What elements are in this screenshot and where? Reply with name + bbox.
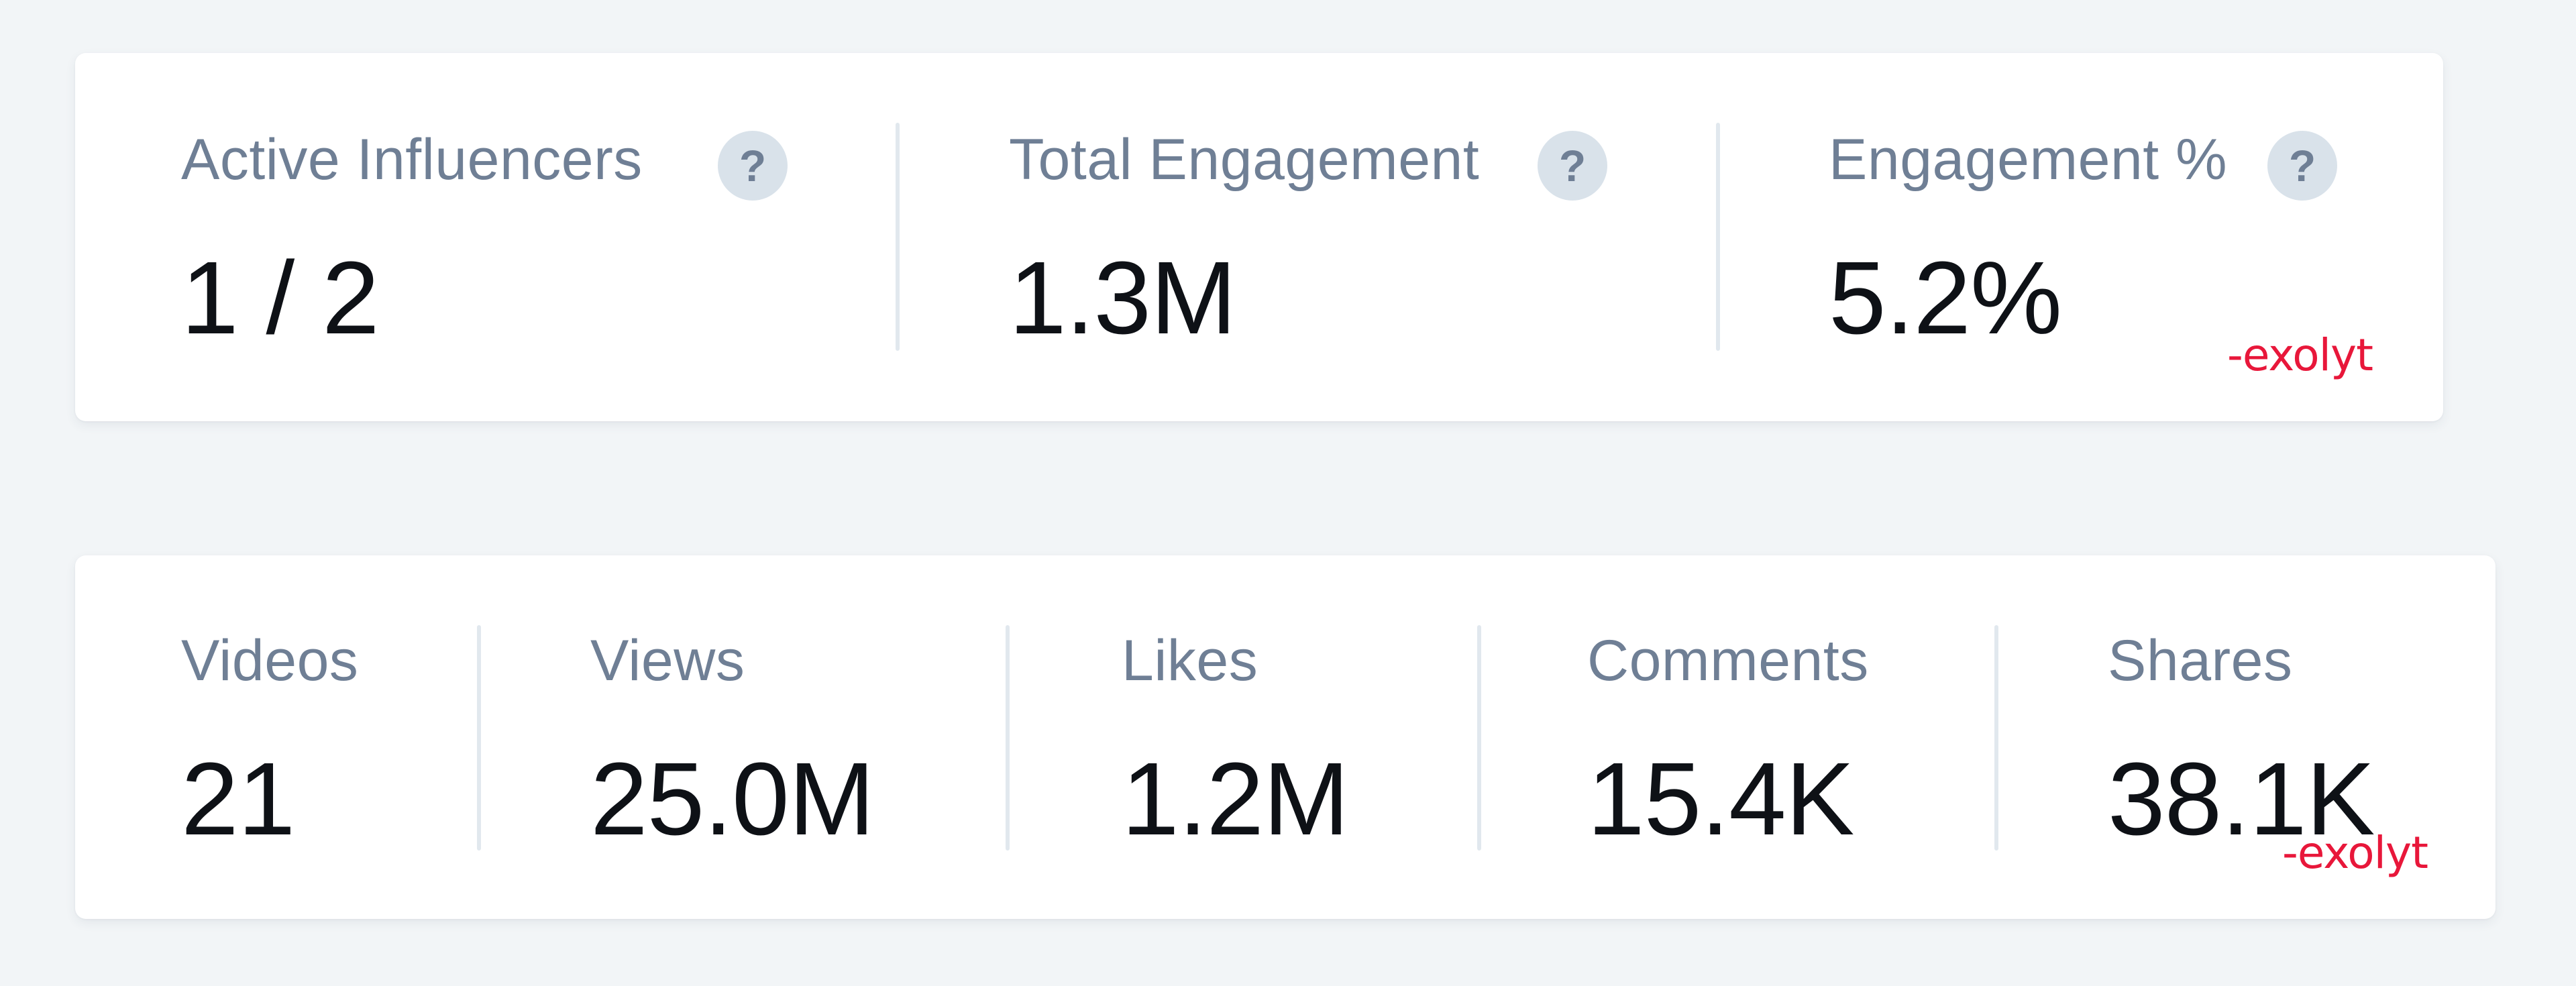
help-circle-icon[interactable]: ? [2267,131,2337,201]
exolyt-logo: -exolyt [2282,827,2428,879]
divider [896,123,900,351]
divider [1994,625,1998,851]
metric-label: Comments [1587,628,1869,693]
metric-value: 1.3M [1009,240,1236,355]
metric-label: Shares [2108,628,2293,693]
divider [1716,123,1720,351]
metric-value: 1 / 2 [181,240,380,355]
help-circle-icon[interactable]: ? [1538,131,1607,201]
metric-value: 21 [181,741,295,857]
metric-label: Videos [181,628,359,693]
metric-label: Engagement % [1829,127,2228,192]
metric-label: Active Influencers [181,127,643,192]
help-circle-icon[interactable]: ? [718,131,788,201]
divider [477,625,481,851]
metric-label: Likes [1122,628,1258,693]
divider [1477,625,1481,851]
summary-card: Active Influencers ? 1 / 2 Total Engagem… [75,53,2443,421]
stats-card: Videos 21 Views 25.0M Likes 1.2M Comment… [75,555,2496,919]
metric-value: 1.2M [1122,741,1349,857]
metric-value: 25.0M [590,741,875,857]
exolyt-logo: -exolyt [2227,329,2373,381]
divider [1006,625,1010,851]
metric-label: Total Engagement [1009,127,1480,192]
metric-value: 15.4K [1587,741,1854,857]
metric-label: Views [590,628,745,693]
metric-value: 5.2% [1829,240,2062,355]
metric-value: 38.1K [2108,741,2375,857]
